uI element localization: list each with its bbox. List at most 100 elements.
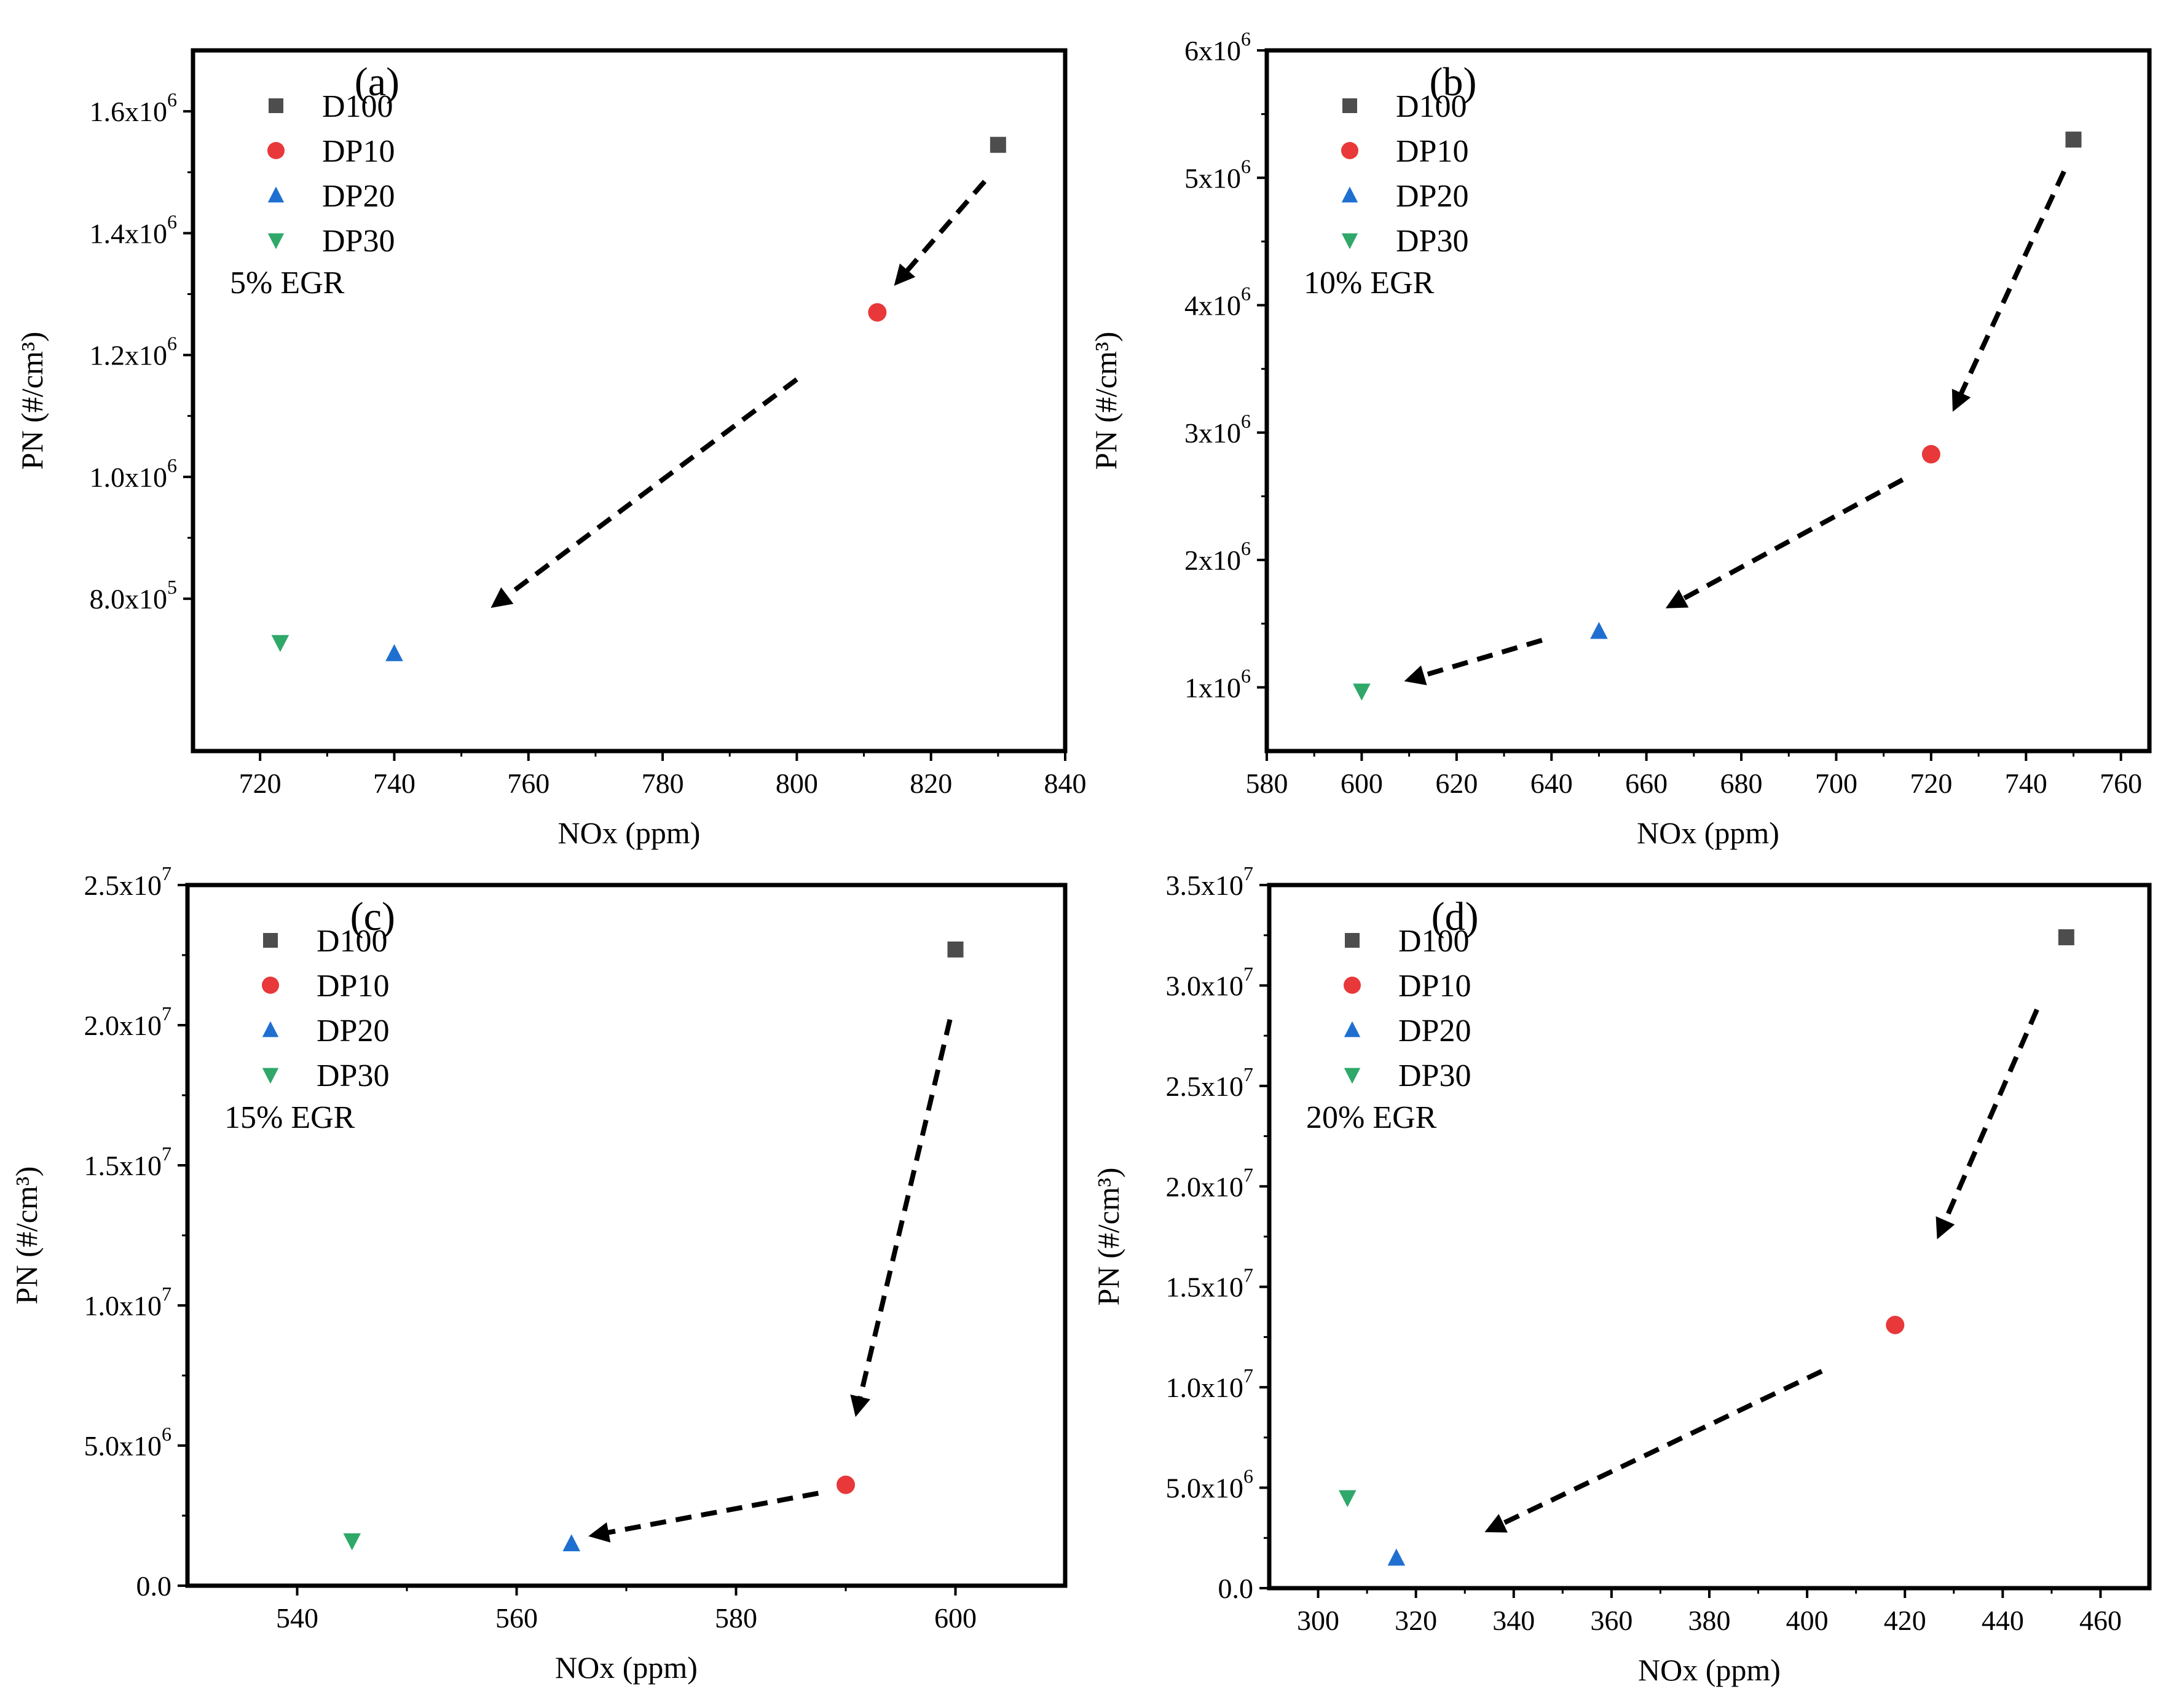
y-tick-mantissa: 5.0x10 xyxy=(84,1430,162,1462)
y-tick-mantissa: 5.0x10 xyxy=(1166,1473,1244,1504)
y-tick-mantissa: 1.5x10 xyxy=(1166,1272,1244,1303)
egr-annotation: 20% EGR xyxy=(1306,1100,1437,1135)
y-tick-mantissa: 1.2x10 xyxy=(90,340,168,371)
x-axis-title: NOx (ppm) xyxy=(555,1650,698,1685)
legend-label: DP10 xyxy=(1396,134,1468,169)
y-tick-label: 1.0x107 xyxy=(84,1283,172,1321)
legend-label: DP30 xyxy=(1396,224,1468,259)
y-tick-mantissa: 8.0x10 xyxy=(90,583,168,615)
trend-arrow xyxy=(1665,477,1904,608)
y-tick-mantissa: 1.0x10 xyxy=(90,462,168,493)
y-tick-mantissa: 4x10 xyxy=(1184,290,1241,321)
legend-marker xyxy=(267,233,285,250)
trend-arrow xyxy=(1484,1369,1823,1533)
y-axis-title: PN (#/cm³) xyxy=(1091,1168,1125,1306)
y-tick-mantissa: 2.0x10 xyxy=(1166,1171,1244,1202)
x-tick-label: 420 xyxy=(1884,1605,1926,1636)
x-tick-label: 780 xyxy=(642,768,684,799)
legend-marker xyxy=(262,1021,279,1037)
legend-label: D100 xyxy=(322,89,393,124)
legend-marker xyxy=(1344,1068,1361,1084)
y-tick-label: 2x106 xyxy=(1184,537,1251,576)
x-tick-label: 840 xyxy=(1044,768,1087,799)
y-axis-title: PN (#/cm³) xyxy=(15,332,49,470)
data-point-dp30 xyxy=(1338,1490,1357,1508)
legend-label: DP30 xyxy=(322,224,395,259)
y-tick-mantissa: 2.5x10 xyxy=(84,870,162,901)
trend-arrow xyxy=(1936,1009,2039,1240)
y-tick-label: 2.5x107 xyxy=(84,862,172,901)
y-tick-label: 1x106 xyxy=(1184,664,1251,703)
y-tick-exponent: 6 xyxy=(167,210,177,232)
legend-marker xyxy=(267,186,285,203)
x-axis-title: NOx (ppm) xyxy=(1637,816,1779,850)
y-tick-label: 0.0 xyxy=(136,1570,172,1602)
legend-label: DP30 xyxy=(1398,1058,1471,1093)
y-tick-label: 1.0x107 xyxy=(1166,1364,1254,1403)
panel-label: (d) xyxy=(1432,894,1479,939)
legend-label: DP20 xyxy=(317,1013,389,1049)
x-tick-label: 740 xyxy=(373,768,415,799)
y-tick-mantissa: 1.0x10 xyxy=(84,1290,162,1321)
y-tick-mantissa: 1.4x10 xyxy=(90,218,168,249)
y-tick-mantissa: 3x10 xyxy=(1184,417,1241,449)
y-tick-label: 5.0x106 xyxy=(1166,1465,1254,1504)
y-tick-label: 1.5x107 xyxy=(84,1143,172,1181)
x-tick-label: 340 xyxy=(1492,1605,1535,1636)
y-tick-mantissa: 3.5x10 xyxy=(1166,870,1244,901)
legend: D100 DP10 DP20 DP30 xyxy=(262,924,389,1093)
y-tick-label: 2.5x107 xyxy=(1166,1063,1254,1102)
legend-marker xyxy=(1345,933,1360,948)
y-tick-label: 3x106 xyxy=(1184,410,1251,449)
y-tick-exponent: 6 xyxy=(1241,537,1251,559)
y-tick-label: 5x106 xyxy=(1184,155,1251,194)
trend-arrow xyxy=(588,1490,819,1543)
y-tick-exponent: 6 xyxy=(1241,155,1251,177)
y-tick-label: 1.5x107 xyxy=(1166,1264,1254,1303)
legend-label: D100 xyxy=(317,924,388,959)
x-tick-label: 600 xyxy=(1341,768,1383,799)
y-tick-label: 1.4x106 xyxy=(90,210,178,249)
data-point-dp20 xyxy=(1590,621,1608,639)
y-tick-mantissa: 6x10 xyxy=(1184,35,1241,66)
y-tick-mantissa: 2x10 xyxy=(1184,545,1241,576)
legend-marker xyxy=(1341,142,1358,159)
y-tick-exponent: 6 xyxy=(1241,664,1251,687)
egr-annotation: 5% EGR xyxy=(230,266,345,301)
data-point-d100 xyxy=(990,136,1006,153)
x-tick-label: 680 xyxy=(1720,768,1763,799)
x-tick-label: 400 xyxy=(1786,1605,1829,1636)
egr-annotation: 10% EGR xyxy=(1304,266,1435,301)
legend-label: DP10 xyxy=(317,969,389,1004)
x-tick-label: 740 xyxy=(2005,768,2047,799)
trend-arrow xyxy=(894,179,987,286)
x-tick-label: 540 xyxy=(276,1602,318,1634)
legend-marker xyxy=(262,1068,279,1084)
legend-label: DP20 xyxy=(322,179,395,214)
y-tick-mantissa: 1x10 xyxy=(1184,672,1241,703)
panel-label: (a) xyxy=(355,60,400,104)
y-tick-mantissa: 2.5x10 xyxy=(1166,1071,1244,1102)
plot-frame xyxy=(1264,48,2152,754)
y-tick-exponent: 7 xyxy=(1243,862,1253,884)
legend: D100 DP10 DP20 DP30 xyxy=(1344,924,1471,1093)
x-tick-label: 580 xyxy=(1246,768,1288,799)
y-tick-exponent: 7 xyxy=(1243,1063,1253,1085)
legend-label: D100 xyxy=(1396,89,1467,124)
y-tick-mantissa: 0.0 xyxy=(136,1570,172,1602)
y-tick-exponent: 6 xyxy=(162,1423,171,1445)
y-tick-exponent: 7 xyxy=(162,1283,171,1305)
y-tick-mantissa: 2.0x10 xyxy=(84,1010,162,1041)
x-tick-label: 720 xyxy=(239,768,282,799)
y-tick-exponent: 7 xyxy=(162,862,171,884)
data-point-dp20 xyxy=(385,644,403,661)
legend-marker xyxy=(1341,186,1358,203)
y-tick-label: 1.0x106 xyxy=(90,454,178,493)
y-tick-exponent: 7 xyxy=(1243,962,1253,985)
x-tick-label: 440 xyxy=(1982,1605,2024,1636)
legend-label: DP30 xyxy=(317,1058,389,1093)
data-point-dp10 xyxy=(1921,445,1940,464)
data-point-dp20 xyxy=(1387,1548,1406,1566)
x-tick-label: 360 xyxy=(1590,1605,1632,1636)
